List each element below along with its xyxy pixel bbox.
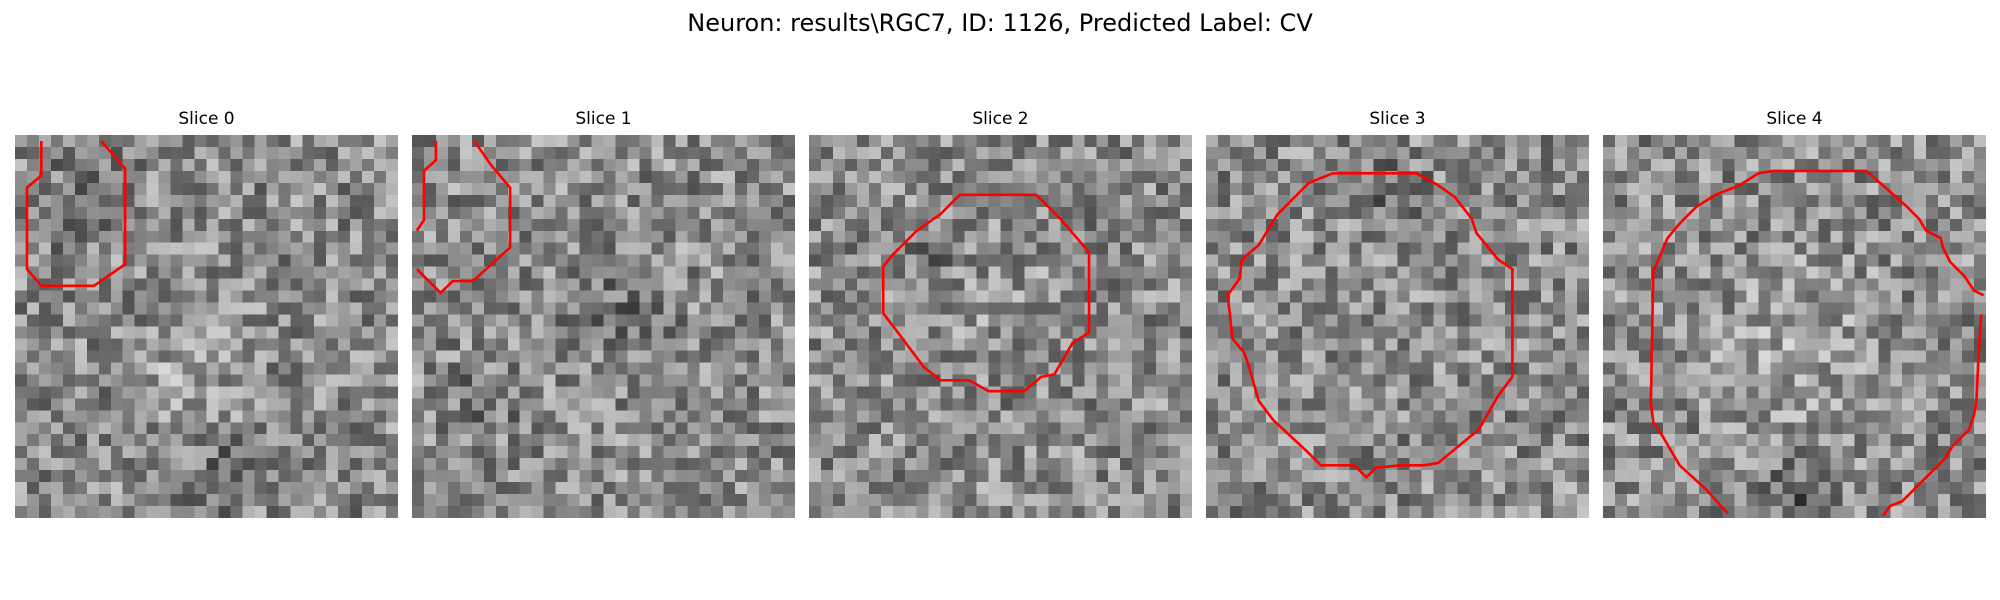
- contour-line: [25, 140, 127, 288]
- contour-line: [1882, 314, 1983, 517]
- slice-image: [412, 135, 795, 518]
- slice-panel-3: Slice 3: [1206, 108, 1589, 518]
- slice-panel-1: Slice 1: [412, 108, 795, 518]
- slice-panel-0: Slice 0: [15, 108, 398, 518]
- slice-title: Slice 1: [575, 109, 632, 129]
- contour-line: [1649, 169, 1985, 515]
- slice-title: Slice 2: [972, 109, 1029, 129]
- contour-line: [1226, 171, 1514, 479]
- contour-line: [881, 193, 1091, 393]
- grayscale-pixels: [412, 135, 795, 518]
- figure-title: Neuron: results\RGC7, ID: 1126, Predicte…: [687, 9, 1313, 37]
- slice-panel-4: Slice 4: [1603, 108, 1986, 518]
- slice-title: Slice 4: [1766, 109, 1823, 129]
- grayscale-pixels: [809, 135, 1192, 518]
- contour-line: [415, 140, 438, 232]
- grayscale-pixels: [1603, 135, 1986, 518]
- slice-image: [809, 135, 1192, 518]
- slice-title: Slice 0: [178, 109, 235, 129]
- slice-image: [15, 135, 398, 518]
- slice-image: [1603, 135, 1986, 518]
- contour-line: [415, 140, 512, 295]
- slice-title: Slice 3: [1369, 109, 1426, 129]
- slice-panel-2: Slice 2: [809, 108, 1192, 518]
- slice-image: [1206, 135, 1589, 518]
- grayscale-pixels: [15, 135, 398, 518]
- grayscale-pixels: [1206, 135, 1589, 518]
